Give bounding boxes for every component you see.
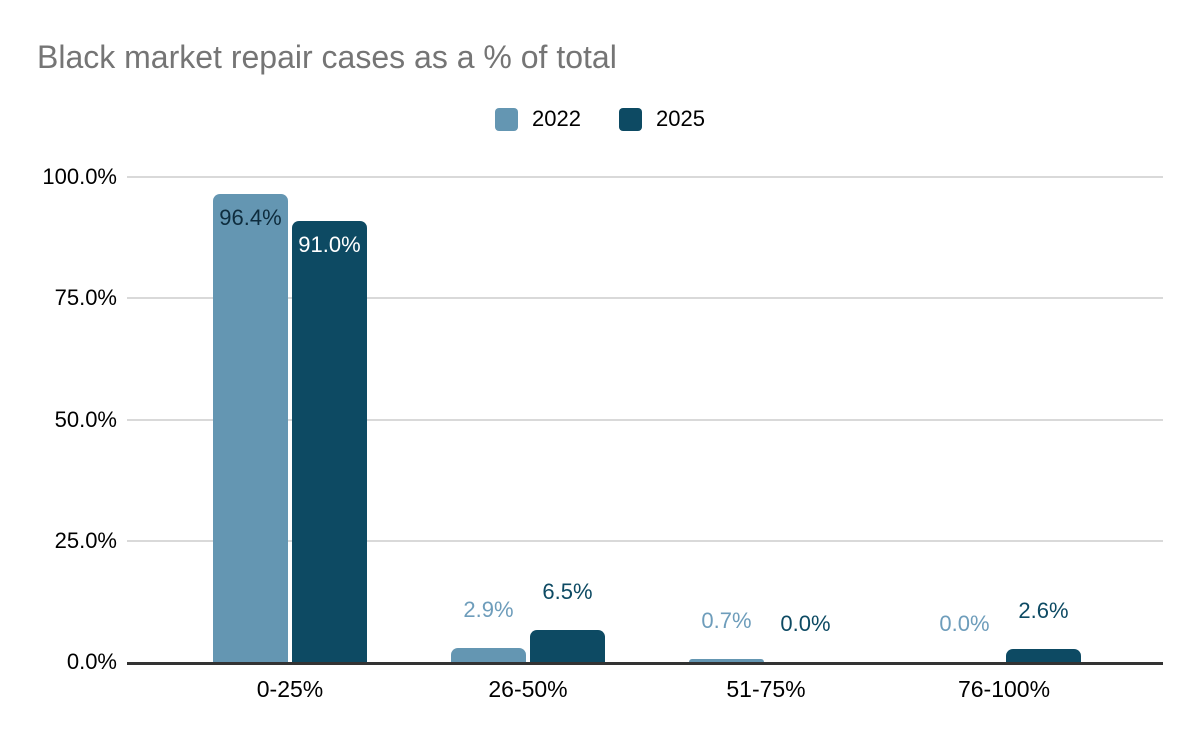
chart-title: Black market repair cases as a % of tota… [37,39,617,75]
y-axis-tick-label: 0.0% [66,649,117,674]
y-axis-tick-label: 25.0% [54,527,117,553]
bar-label-2022-0-25%: 96.4% [219,205,282,231]
gridline [127,539,1163,542]
legend-swatch-2022-icon [495,107,519,131]
bar-label-2022-51-75%: 0.7% [701,607,752,633]
bar-2025-26-50% [530,630,605,662]
bar-2025-76-100% [1006,649,1081,662]
legend-item-2022: 2022 [495,106,581,132]
gridline [127,176,1163,178]
legend-item-2025: 2025 [619,106,705,132]
legend-label-2022: 2022 [532,106,581,131]
x-axis-baseline [127,662,1163,665]
bar-label-2025-26-50%: 6.5% [542,579,593,605]
bar-label-2025-0-25%: 91.0% [298,231,361,257]
bar-label-2022-76-100%: 0.0% [939,611,990,636]
y-axis-tick-label: 50.0% [54,406,117,432]
bar-label-2022-26-50%: 2.9% [463,596,514,622]
bar-2022-26-50% [451,647,526,662]
legend-label-2025: 2025 [656,106,705,131]
gridline [127,297,1163,300]
bar-label-2025-51-75%: 0.0% [780,611,831,636]
x-axis-category-label: 76-100% [957,676,1051,702]
bar-2022-51-75% [689,658,764,662]
bar-label-2025-76-100%: 2.6% [1018,598,1069,624]
x-axis-category-label: 0-25% [256,676,324,702]
x-axis-category-label: 26-50% [488,676,568,702]
bar-2025-0-25% [292,220,367,662]
legend-swatch-2025-icon [619,107,642,131]
legend: 2022 2025 [0,106,1200,132]
bar-2022-0-25% [213,194,288,662]
y-axis-tick-label: 75.0% [54,285,117,311]
gridline [127,418,1163,421]
x-axis-category-label: 51-75% [726,676,806,702]
y-axis-tick-label: 100.0% [42,164,117,189]
